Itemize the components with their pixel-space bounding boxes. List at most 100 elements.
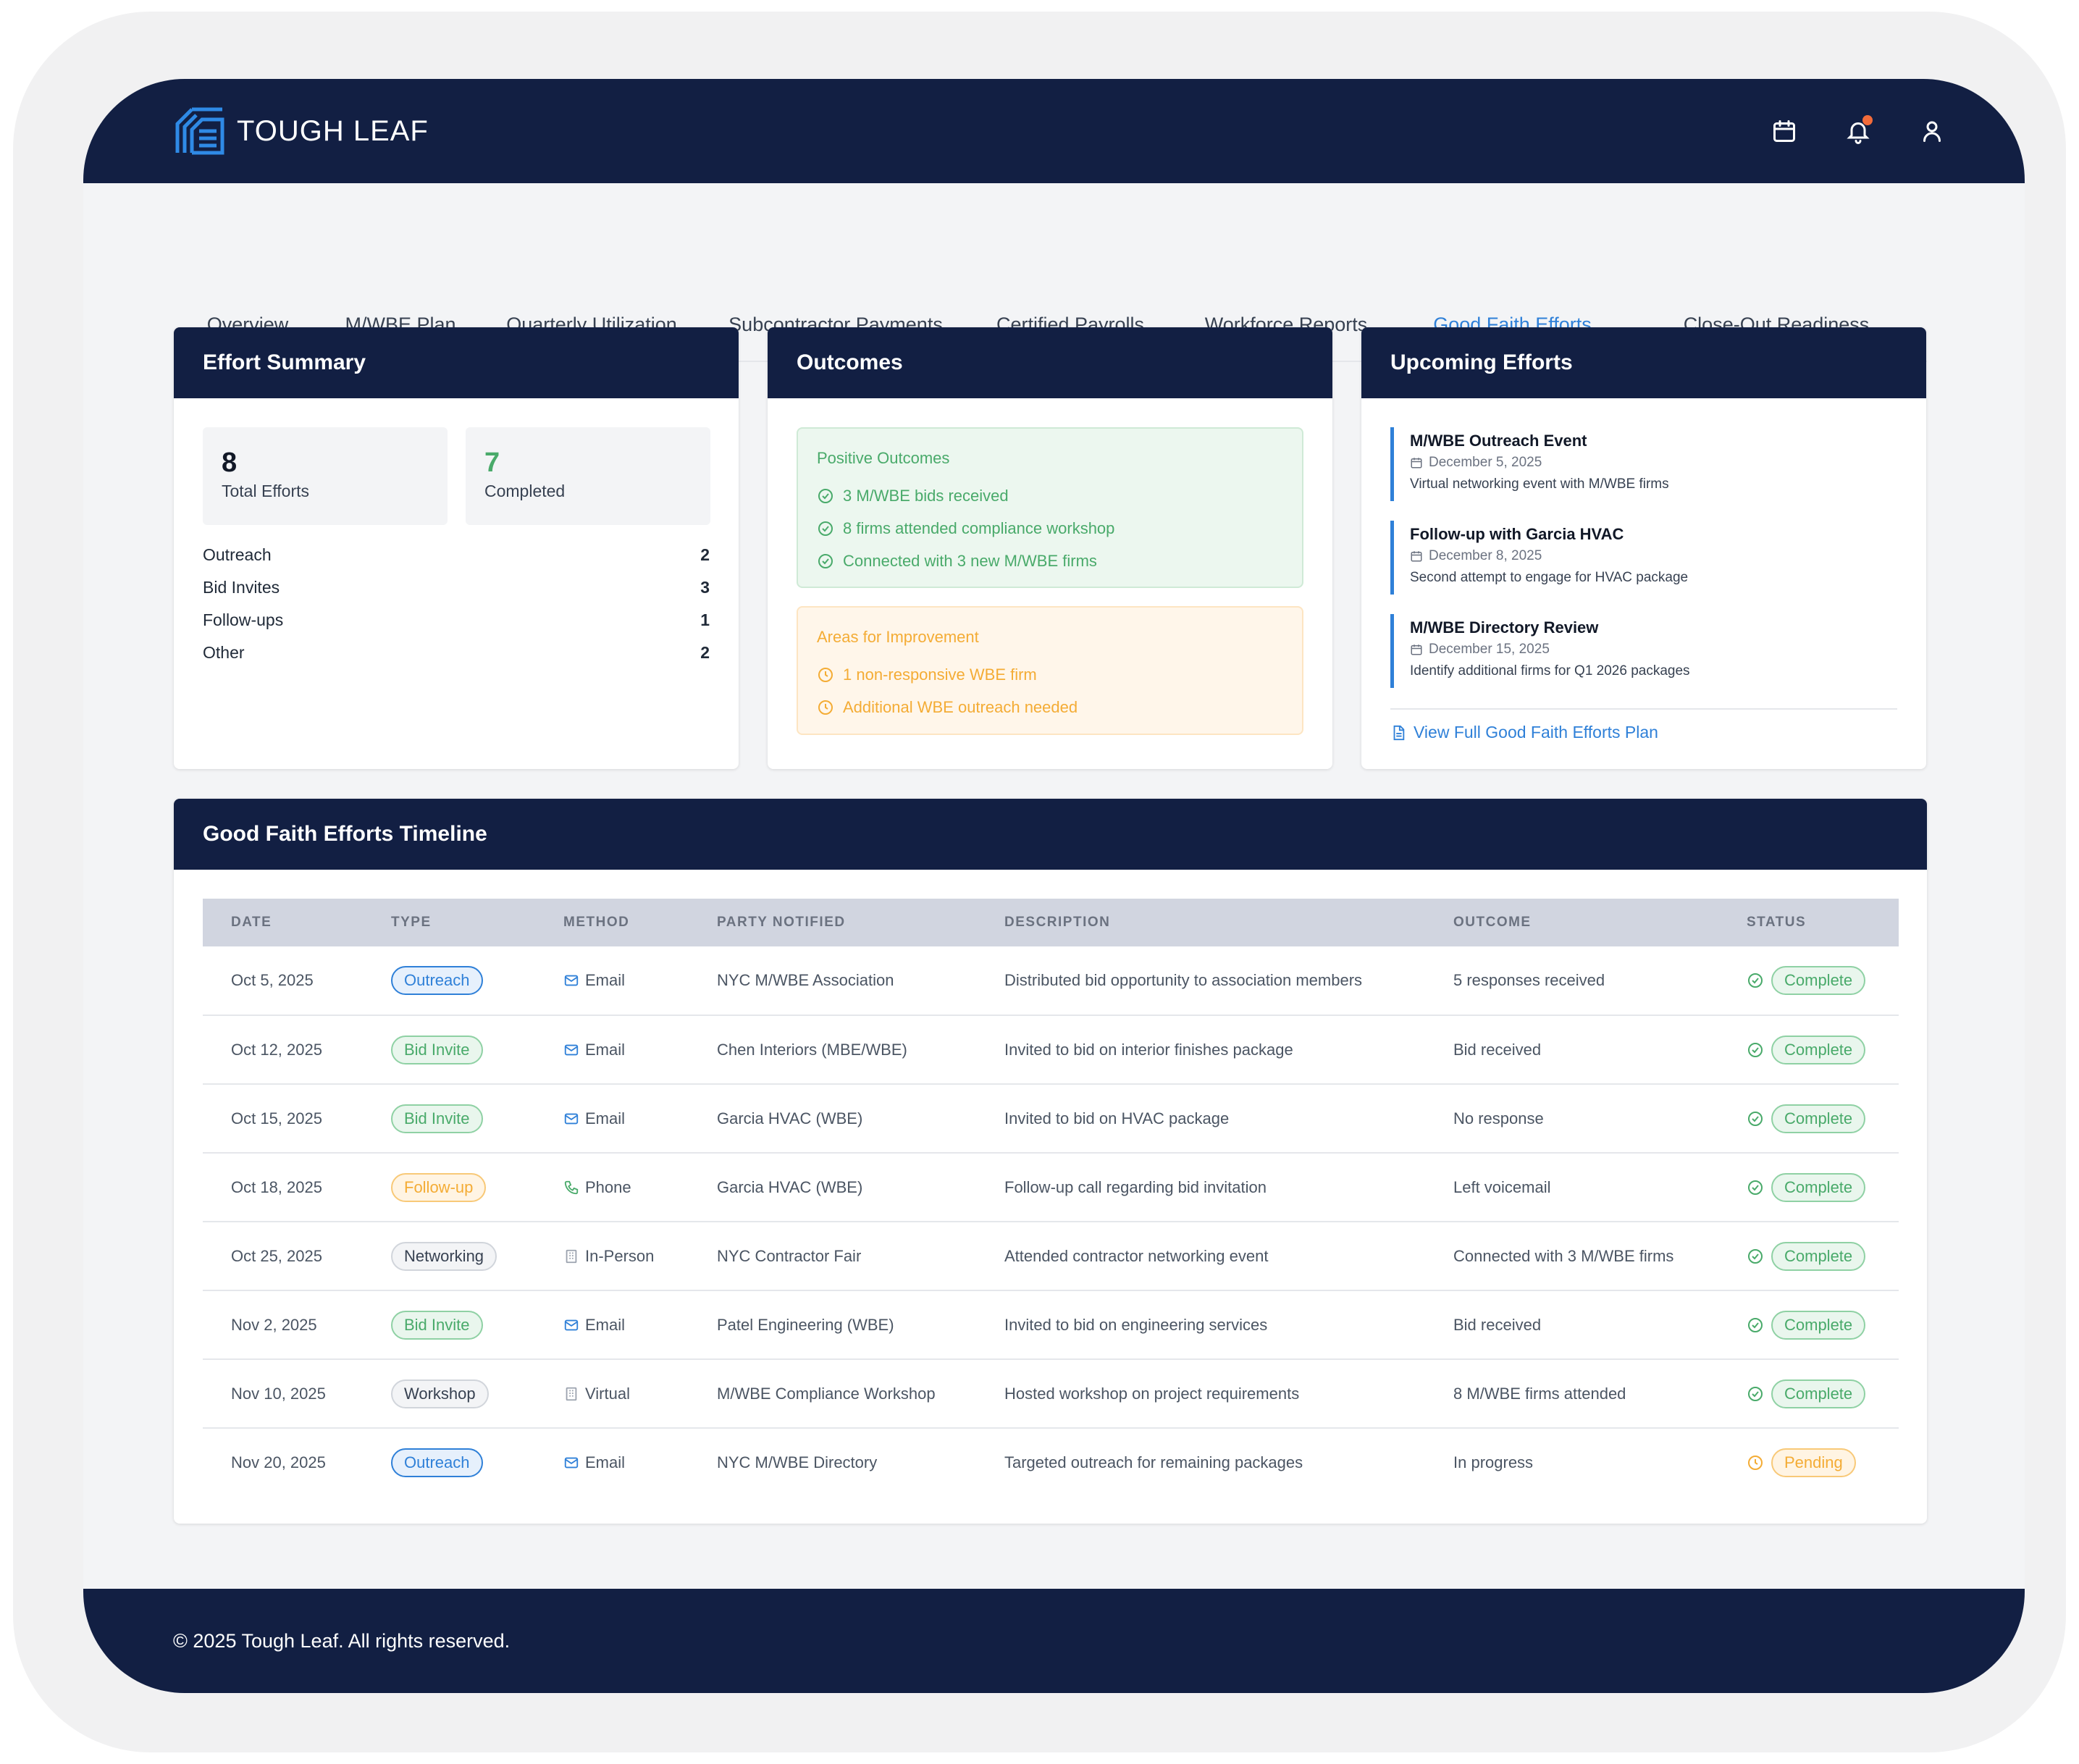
method-label: Phone [585,1177,631,1196]
type-badge: Outreach [391,966,483,995]
description-cell: Invited to bid on engineering services [976,1290,1425,1360]
brand-name: TOUGH LEAF [237,114,429,147]
check-circle-icon [818,488,833,503]
party-cell: NYC Contractor Fair [689,1222,976,1291]
table-row[interactable]: Nov 10, 2025 Workshop Virtual M/WBE Complia… [203,1359,1899,1429]
description-cell: Follow-up call regarding bid invitation [976,1153,1425,1222]
view-full-plan-label: View Full Good Faith Efforts Plan [1414,723,1658,742]
upcoming-item-desc: Identify additional firms for Q1 2026 pa… [1410,663,1690,679]
column-header[interactable]: DATE [231,915,272,930]
header-actions [1770,115,1946,146]
description-cell: Distributed bid opportunity to associati… [976,946,1425,1016]
positive-outcome-text: Connected with 3 new M/WBE firms [843,551,1097,570]
breakdown-value: 3 [700,578,710,597]
table-row[interactable]: Nov 20, 2025 Outreach Email NYC M/WBE Direc… [203,1428,1899,1497]
tough-leaf-logo-icon [175,107,224,155]
positive-outcome-text: 8 firms attended compliance workshop [843,518,1115,537]
timeline-table: DATE TYPE METHOD PARTY NOTIFIED DESCRIPT… [203,899,1899,1497]
view-full-plan-link[interactable]: View Full Good Faith Efforts Plan [1390,723,1658,742]
status: Pending [1747,1448,1899,1477]
improvement-item: Additional WBE outreach needed [817,691,1302,723]
method-cell: Email [535,1290,689,1360]
table-row[interactable]: Oct 15, 2025 Bid Invite Email Garcia HVAC (… [203,1084,1899,1154]
type-badge: Follow-up [391,1172,487,1202]
table-row[interactable]: Oct 12, 2025 Bid Invite Email Chen Interior… [203,1015,1899,1085]
type-cell: Networking [363,1222,535,1291]
breakdown-value: 1 [700,610,710,629]
brand[interactable]: TOUGH LEAF [170,102,429,160]
column-header[interactable]: STATUS [1747,915,1807,930]
status-badge: Complete [1771,1241,1866,1271]
divider [1390,708,1897,710]
date-cell: Oct 12, 2025 [203,1015,363,1085]
status-badge: Complete [1771,1310,1866,1340]
method-label: Email [585,971,626,989]
party-cell: NYC M/WBE Directory [717,1453,878,1471]
mail-icon [564,1113,579,1124]
type-badge: Outreach [391,1448,483,1477]
outcome-cell: In progress [1453,1453,1534,1471]
upcoming-item[interactable]: M/WBE Outreach Event December 5, 2025 Vi… [1390,427,1897,501]
method-label: Virtual [585,1384,630,1403]
breakdown-row: Other 2 [203,643,710,663]
status-cell: Complete [1718,1290,1899,1360]
upcoming-item-desc: Second attempt to engage for HVAC packag… [1410,570,1689,585]
table-row[interactable]: Nov 2, 2025 Bid Invite Email Patel Engineer… [203,1290,1899,1360]
bell-icon[interactable] [1844,115,1873,146]
status-cell: Complete [1718,946,1899,1016]
check-circle-icon [818,553,833,568]
status-badge: Complete [1771,1379,1866,1408]
outcome-cell: 5 responses received [1425,946,1718,1016]
completed-label: Completed [484,482,566,500]
column-header[interactable]: OUTCOME [1453,915,1532,930]
status-cell: Complete [1718,1359,1899,1429]
party-cell: M/WBE Compliance Workshop [689,1359,976,1429]
method-label: Email [585,1040,626,1059]
column-header[interactable]: METHOD [563,915,630,930]
outcome-cell: Left voicemail [1425,1153,1718,1222]
user-icon[interactable] [1918,117,1946,146]
type-cell: Workshop [363,1359,535,1429]
upcoming-item-desc: Virtual networking event with M/WBE firm… [1410,476,1669,492]
outcome-cell: 8 M/WBE firms attended [1425,1359,1718,1429]
table-row[interactable]: Oct 5, 2025 Outreach Email NYC M/WBE Associ… [203,946,1899,1016]
upcoming-item[interactable]: M/WBE Directory Review December 15, 2025… [1390,614,1897,688]
calendar-icon [1411,644,1422,655]
breakdown-value: 2 [700,545,710,564]
column-header[interactable]: DESCRIPTION [1004,915,1111,930]
outcome-cell: No response [1425,1084,1718,1154]
calendar-icon[interactable] [1770,117,1799,146]
clock-icon [1748,1456,1763,1470]
status-cell: Complete [1718,1084,1899,1154]
method-label: Email [585,1453,626,1471]
date-cell: Nov 2, 2025 [203,1290,363,1360]
method-cell: In-Person [535,1222,689,1291]
timeline-card: Good Faith Efforts Timeline DATE TYPE ME… [174,799,1927,1524]
app-shell: TOUGH LEAF Overview M/WBE Plan Quarterly… [83,79,2025,1693]
table-row[interactable]: Oct 25, 2025 Networking In-Person NYC Contr… [203,1222,1899,1291]
total-efforts-label: Total Efforts [222,482,310,500]
upcoming-item[interactable]: Follow-up with Garcia HVAC December 8, 2… [1390,521,1897,595]
breakdown-row: Outreach 2 [203,545,710,565]
breakdown-value: 2 [700,643,710,662]
description-cell: Attended contractor networking event [976,1222,1425,1291]
column-header[interactable]: TYPE [391,915,432,930]
outcome-cell: Connected with 3 M/WBE firms [1425,1222,1718,1291]
upcoming-item-date: December 15, 2025 [1410,642,1897,658]
upcoming-item-title: M/WBE Directory Review [1410,618,1599,637]
status: Complete [1747,1310,1899,1340]
type-cell: Outreach [363,1428,535,1497]
method-label: Email [585,1315,626,1334]
party-cell: NYC M/WBE Association [689,946,976,1016]
column-header[interactable]: PARTY NOTIFIED [717,915,846,930]
type-cell: Bid Invite [363,1290,535,1360]
status-badge: Complete [1771,1104,1866,1133]
check-circle-icon [1748,973,1763,988]
status-cell: Complete [1718,1015,1899,1085]
date-cell: Oct 5, 2025 [203,946,363,1016]
status-cell: Pending [1718,1428,1899,1497]
type-badge: Bid Invite [391,1035,483,1064]
breakdown-label: Bid Invites [203,578,280,597]
table-row[interactable]: Oct 18, 2025 Follow-up Phone Garcia HVAC (W… [203,1153,1899,1222]
positive-outcome-item: 8 firms attended compliance workshop [817,512,1302,545]
